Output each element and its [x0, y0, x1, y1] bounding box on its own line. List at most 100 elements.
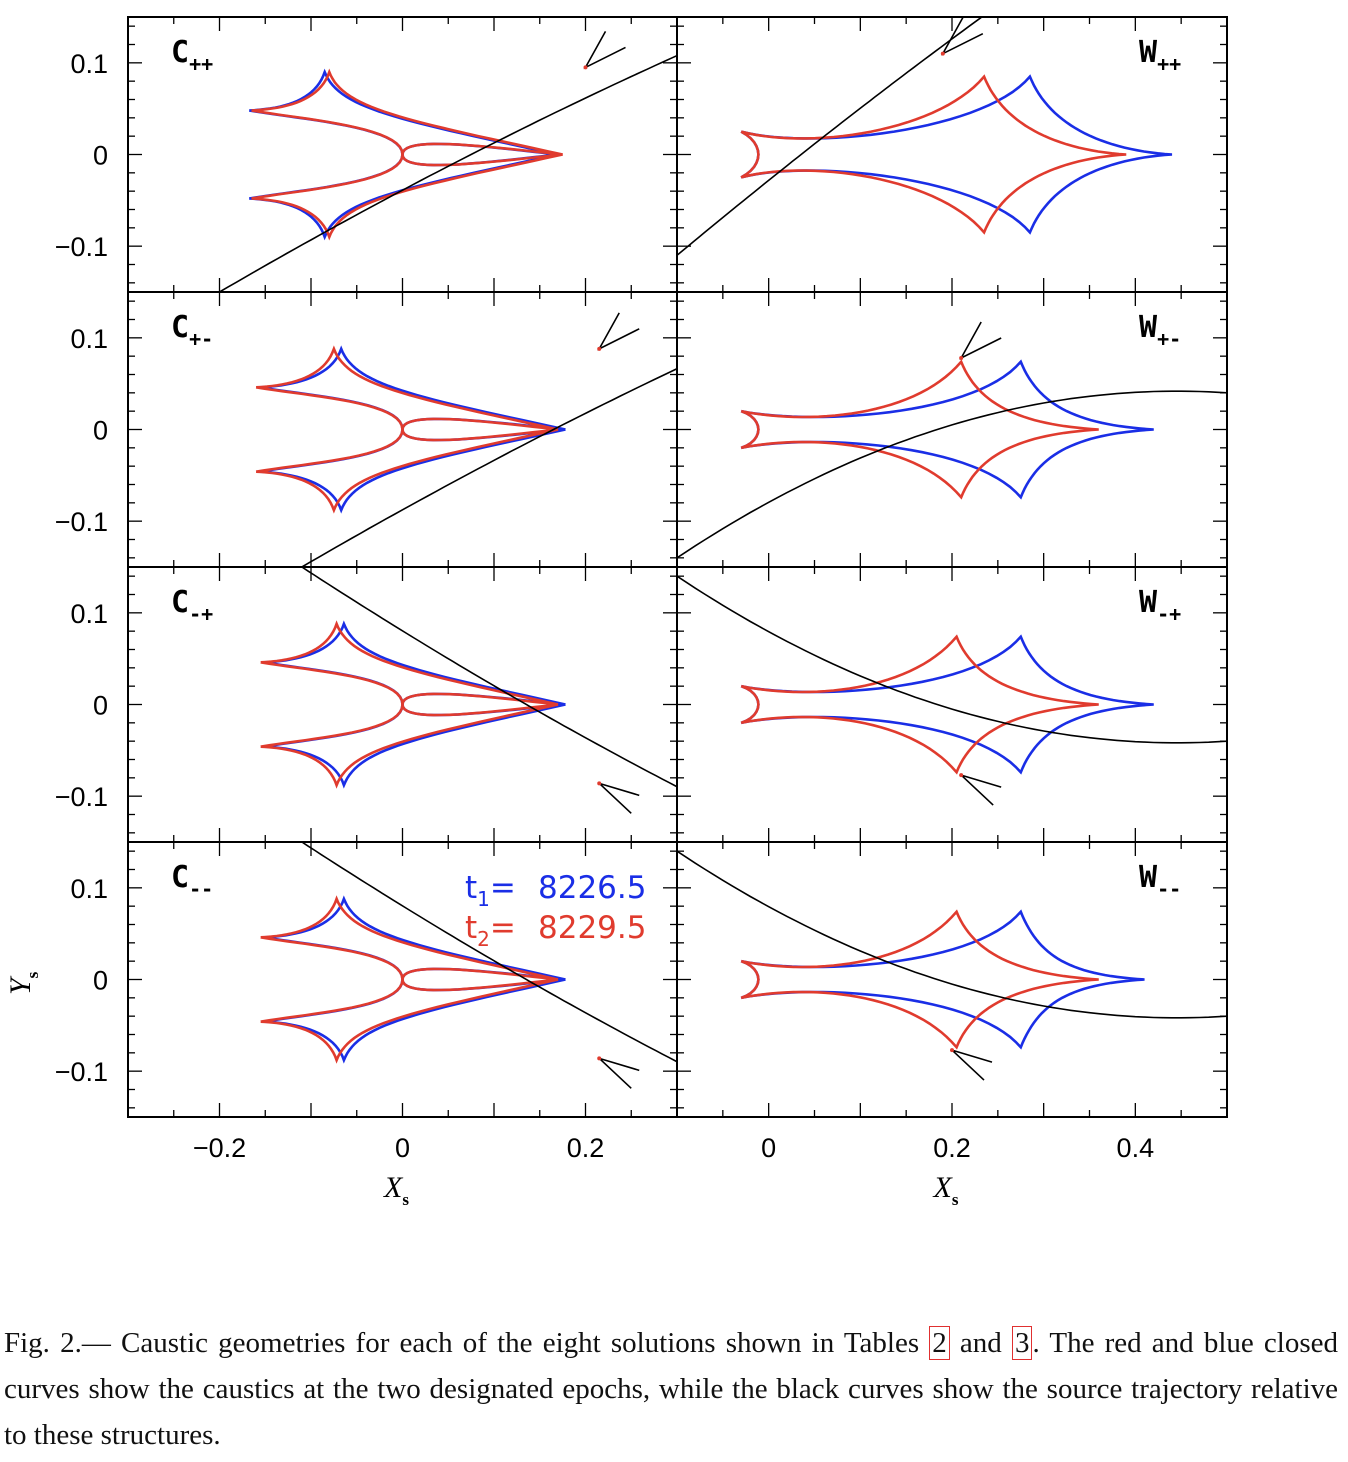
- trajectory-arrow: [959, 321, 1002, 360]
- caption-mid: and: [949, 1327, 1012, 1359]
- trajectory-arrow: [598, 1057, 640, 1089]
- x-axis-label-main: X: [383, 1171, 404, 1204]
- epoch-value: 8229.5: [538, 910, 646, 946]
- caption-suffix: . The red and blue closed curves show th…: [4, 1327, 1338, 1451]
- epoch-equals: =: [490, 910, 526, 946]
- panel-c-mm: 0.1 0 −0.1 −0.2 0 0.2 Xs C--: [55, 841, 678, 1209]
- caustic-red: [260, 978, 559, 1064]
- trajectory-arrow: [598, 782, 640, 814]
- panel-content: [677, 321, 1227, 559]
- panel-label-sub: --: [1157, 877, 1181, 901]
- epoch-marker: [940, 51, 945, 56]
- source-trajectory: [301, 567, 677, 788]
- panel-label-main: W: [1139, 860, 1158, 895]
- panel-ticks: [676, 292, 1228, 567]
- x-tick-label: 0.2: [933, 1133, 971, 1163]
- caustic-red: [255, 428, 559, 514]
- table-ref-2[interactable]: 2: [929, 1326, 950, 1360]
- y-tick-label: 0: [93, 416, 108, 446]
- caustic-red: [740, 634, 1099, 775]
- epoch-sub: 1: [477, 887, 490, 911]
- panel-label-sub: ++: [189, 52, 213, 76]
- caption-prefix: Fig. 2.— Caustic geometries for each of …: [4, 1327, 930, 1359]
- panel-label-main: W: [1139, 35, 1158, 70]
- panel-content: [677, 17, 1173, 256]
- epoch-marker: [597, 346, 602, 351]
- panel-c-pp: 0.1 0 −0.1 C++: [55, 16, 678, 293]
- y-tick-label: 0.1: [70, 324, 108, 354]
- epoch-equals: =: [490, 870, 526, 906]
- table-ref-3[interactable]: 3: [1011, 1326, 1033, 1360]
- y-tick-label: 0: [93, 141, 108, 171]
- panel-label: C++: [171, 35, 213, 76]
- y-tick-label: 0.1: [70, 599, 108, 629]
- source-trajectory: [677, 390, 1227, 559]
- y-tick-label: −0.1: [55, 507, 108, 537]
- panel-label-main: C: [171, 310, 189, 345]
- caustic-red: [740, 74, 1127, 235]
- epoch-marker: [583, 65, 588, 70]
- panel-content: [677, 575, 1227, 806]
- source-trajectory: [219, 54, 677, 292]
- source-trajectory: [677, 17, 984, 256]
- panel-label: W-+: [1139, 585, 1181, 626]
- x-axis-label-main: X: [933, 1171, 954, 1204]
- y-tick-label: 0.1: [70, 49, 108, 79]
- caustic-blue: [259, 345, 566, 431]
- source-trajectory: [677, 575, 1227, 744]
- panel-label-sub: -+: [1157, 602, 1181, 626]
- source-trajectory: [301, 842, 677, 1063]
- x-axis-label: Xs: [933, 1171, 959, 1209]
- epoch-marker: [597, 781, 602, 786]
- panel-label-main: W: [1139, 585, 1158, 620]
- panel-label: C--: [171, 860, 213, 901]
- y-tick-label: 0.1: [70, 874, 108, 904]
- panel-w-mp: W-+: [676, 566, 1228, 843]
- x-axis-label-sub: s: [952, 1190, 959, 1209]
- epoch-symbol: t: [465, 870, 477, 906]
- x-tick-label: −0.2: [193, 1133, 246, 1163]
- panel-label-main: C: [171, 35, 189, 70]
- epoch-marker: [597, 1056, 602, 1061]
- panel-content: [677, 850, 1227, 1081]
- caustic-red: [740, 359, 1099, 500]
- panel-label: C-+: [171, 585, 213, 626]
- panel-w-pm: W+-: [676, 291, 1228, 568]
- panel-content: [255, 312, 677, 567]
- panel-ticks: [128, 567, 678, 842]
- figure-caption: Fig. 2.— Caustic geometries for each of …: [4, 1320, 1338, 1458]
- panel-c-mp: 0.1 0 −0.1 C-+: [55, 566, 678, 843]
- panel-ticks: [128, 842, 678, 1117]
- y-tick-label: 0: [93, 691, 108, 721]
- x-tick-label: 0: [395, 1133, 410, 1163]
- panel-content: [260, 567, 677, 814]
- trajectory-arrow: [951, 1049, 993, 1081]
- trajectory-arrow: [940, 17, 984, 56]
- panel-label: C+-: [171, 310, 213, 351]
- epoch-value: 8226.5: [538, 870, 646, 906]
- caustic-blue: [264, 978, 566, 1064]
- epoch-marker: [959, 356, 964, 360]
- panel-label: W+-: [1139, 310, 1181, 351]
- epoch-symbol: t: [465, 910, 477, 946]
- caustic-figure: 0.10−0.1C++ W++0.10−0.1C+- W+-0.10−0.1C-+ W…: [4, 16, 1228, 1209]
- x-axis-label: Xs: [383, 1171, 409, 1209]
- panel-label-sub: +-: [189, 327, 213, 351]
- source-trajectory: [301, 367, 677, 567]
- caustic-blue: [259, 428, 566, 514]
- panel-ticks: [128, 17, 678, 292]
- panel-content: [219, 31, 677, 292]
- panel-ticks: [676, 17, 1228, 292]
- y-tick-label: −0.1: [55, 1057, 108, 1087]
- panel-w-mm: 0 0.2 0.4 Xs W--: [676, 841, 1228, 1209]
- epoch-marker: [950, 1048, 954, 1053]
- y-axis-label-sub: s: [23, 971, 42, 978]
- source-trajectory: [677, 850, 1227, 1019]
- panel-label-main: W: [1139, 310, 1158, 345]
- trajectory-arrow: [597, 312, 640, 351]
- panel-label-main: C: [171, 860, 189, 895]
- caustic-red: [255, 345, 559, 431]
- panel-label-sub: -+: [189, 602, 213, 626]
- y-axis-label: Ys: [4, 971, 42, 995]
- epoch-sub: 2: [477, 927, 490, 951]
